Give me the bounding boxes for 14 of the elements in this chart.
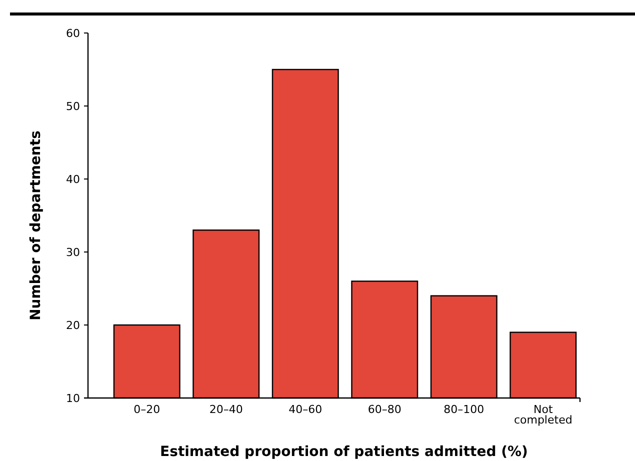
- x-tick-label: Not completed: [514, 403, 572, 426]
- y-axis-title: Number of departments: [28, 130, 44, 320]
- y-tick-label: 60: [66, 26, 80, 40]
- y-tick-label: 50: [66, 100, 80, 113]
- x-tick-label: 20–40: [209, 403, 243, 416]
- y-tick-label: 10: [66, 392, 80, 405]
- y-tick-label: 30: [66, 246, 80, 259]
- y-tick-label: 40: [66, 172, 80, 186]
- x-axis-title: Estimated proportion of patients admitted (%): [160, 444, 528, 460]
- x-tick-label: 60–80: [368, 403, 402, 416]
- x-tick-label: 40–60: [288, 403, 322, 416]
- x-tick-label: 0–20: [134, 403, 160, 416]
- x-tick-label: 80–100: [444, 403, 484, 416]
- y-tick-label: 20: [66, 318, 80, 332]
